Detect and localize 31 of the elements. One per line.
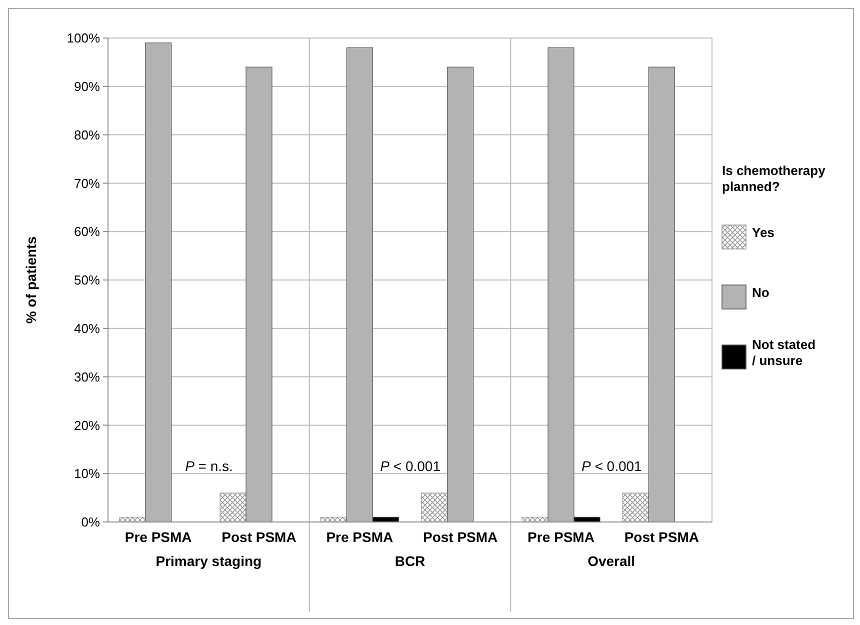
y-tick-label: 10%	[74, 466, 100, 482]
y-tick-label: 0%	[81, 514, 100, 530]
y-tick-label: 70%	[74, 176, 100, 191]
legend-label: Yes	[752, 225, 774, 240]
annotation: P < 0.001	[380, 458, 441, 474]
x-tick-label: Post PSMA	[422, 529, 498, 545]
x-tick-label: Post PSMA	[222, 529, 296, 545]
x-tick-label: Pre PSMA	[528, 529, 594, 545]
y-tick-label: 90%	[74, 78, 100, 94]
bar	[220, 492, 246, 522]
bar	[622, 492, 649, 522]
y-tick-label: 60%	[74, 224, 100, 240]
x-tick-label: Pre PSMA	[326, 529, 394, 545]
text: BCR	[394, 553, 426, 569]
legend-title: Is chemotherapy planned?	[722, 163, 826, 194]
legend-label: Not stated / unsure	[752, 337, 816, 368]
x-tick-label: Pre PSMA	[124, 529, 192, 545]
annotation: P = n.s.	[185, 458, 233, 474]
y-axis-title: % of patients	[23, 236, 39, 324]
y-tick-label: 100%	[66, 30, 100, 46]
annotation: P < 0.001	[581, 458, 642, 474]
bar	[421, 492, 448, 522]
y-tick-label: 80%	[74, 127, 100, 142]
legend-label: No	[752, 285, 770, 300]
y-tick-label: 50%	[74, 272, 100, 288]
y-tick-label: 20%	[74, 418, 100, 433]
x-tick-label: Post PSMA	[624, 529, 700, 545]
y-tick-label: 30%	[74, 369, 100, 384]
text: Primary staging	[156, 553, 262, 569]
y-tick-label: 40%	[74, 320, 100, 336]
text: Overall	[588, 553, 636, 569]
